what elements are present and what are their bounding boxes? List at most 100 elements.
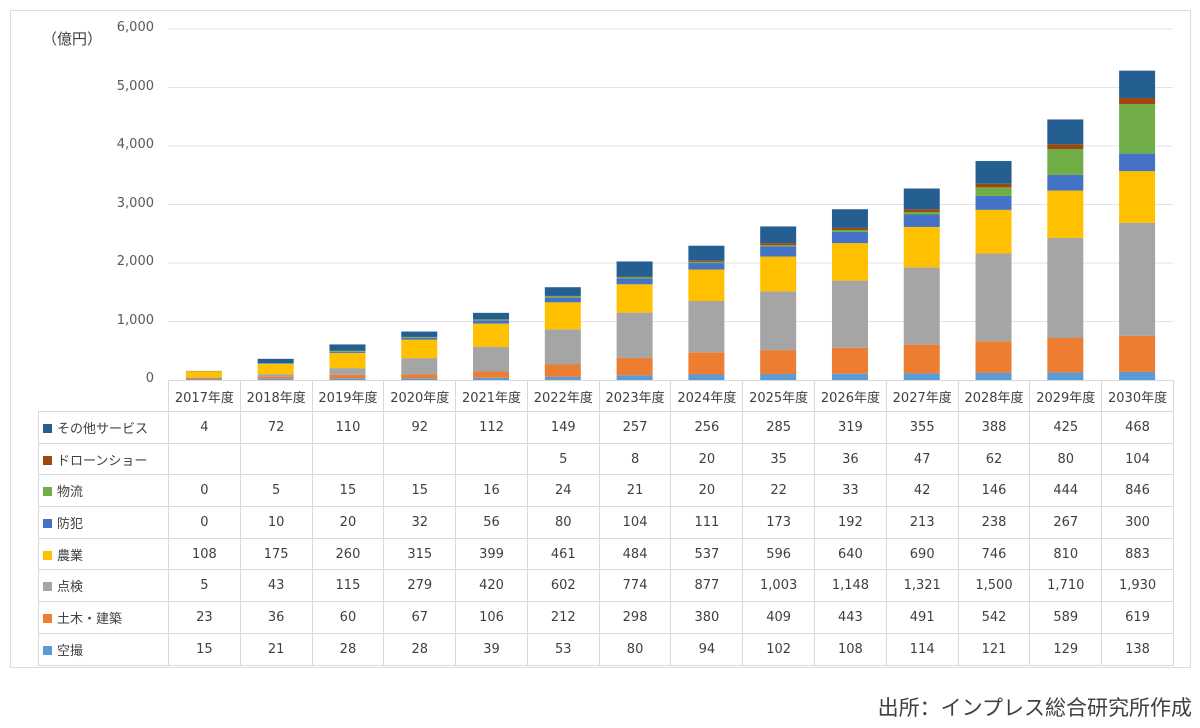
data-label: 596	[742, 537, 816, 571]
data-label: 425	[1029, 411, 1103, 444]
data-label: 43	[239, 569, 313, 603]
bar-segment	[831, 231, 868, 244]
data-label: 80	[1029, 442, 1103, 476]
data-label	[455, 442, 528, 476]
data-label	[311, 442, 385, 476]
data-label: 175	[239, 537, 313, 571]
bar-segment	[688, 374, 725, 380]
data-label: 60	[311, 601, 385, 634]
data-label: 28	[383, 632, 457, 666]
data-label: 461	[526, 537, 600, 571]
data-label: 21	[239, 632, 313, 666]
data-label	[168, 442, 241, 476]
legend-label: その他サービス	[57, 421, 149, 437]
bar-segment	[1047, 174, 1084, 191]
bar-segment	[616, 357, 653, 376]
bar-segment	[329, 344, 366, 351]
bar-segment	[1047, 337, 1084, 373]
bar-segment	[688, 352, 725, 375]
bar-segment	[329, 352, 366, 369]
data-label: 746	[957, 537, 1031, 571]
legend-swatch	[43, 613, 52, 623]
legend-swatch	[43, 423, 52, 433]
legend-entry: 空撮	[38, 632, 169, 666]
data-table: 2017年度 2018年度 2019年度 2020年度 2021年度 2022年度 2023…	[38, 380, 1174, 666]
data-label: 36	[814, 442, 887, 476]
data-label: 192	[814, 506, 887, 539]
bar-segment	[257, 376, 294, 379]
data-label: 542	[957, 601, 1031, 634]
legend-entry: 物流	[38, 474, 169, 508]
bar-segment	[760, 226, 797, 244]
data-label: 260	[311, 537, 385, 571]
legend-label: 土木・建築	[57, 611, 123, 627]
bar-segment	[544, 302, 581, 330]
data-label: 104	[598, 506, 672, 539]
table-row: 土木・建築 23 36 60 67 106 212 298 380 409 443 491 542 589…	[38, 601, 1174, 634]
y-tick-label: 4,000	[116, 137, 154, 152]
bar-segment	[1047, 119, 1084, 145]
legend-entry: ドローンショー	[38, 442, 169, 476]
data-label: 468	[1101, 411, 1174, 444]
legend-swatch	[43, 487, 52, 497]
data-label: 213	[885, 506, 959, 539]
bar-segment	[831, 243, 868, 281]
bar-segment	[975, 209, 1012, 254]
bar-segment	[544, 329, 581, 365]
data-label: 619	[1101, 601, 1174, 634]
data-label: 47	[885, 442, 959, 476]
data-label: 32	[383, 506, 457, 539]
data-label: 15	[383, 474, 457, 508]
bar-segment	[1119, 153, 1156, 172]
category-label: 2029年度	[1029, 380, 1103, 412]
data-label: 1,930	[1101, 569, 1174, 603]
bar-segment	[257, 378, 294, 380]
bar-segment	[903, 267, 940, 345]
data-label: 173	[742, 506, 816, 539]
legend-label: 空撮	[57, 643, 84, 659]
data-label: 15	[168, 632, 241, 666]
bar-segment	[903, 212, 940, 215]
bar-segment	[1047, 148, 1084, 175]
bar-segment	[544, 296, 581, 298]
data-label: 399	[455, 537, 528, 571]
bar-segment	[760, 245, 797, 247]
bar-segment	[1119, 371, 1156, 380]
bar-segment	[616, 261, 653, 277]
data-label: 111	[670, 506, 744, 539]
data-label: 106	[455, 601, 528, 634]
legend-label: 点検	[57, 580, 84, 596]
bar-segment	[903, 373, 940, 380]
bar-segment	[473, 320, 510, 324]
bar-segment	[185, 377, 222, 380]
bar-segment	[616, 278, 653, 285]
data-label: 238	[957, 506, 1031, 539]
bars	[185, 70, 1156, 380]
data-label: 257	[598, 411, 672, 444]
bar-segment	[544, 376, 581, 380]
bar-segment	[760, 243, 797, 246]
bar-segment	[401, 337, 438, 340]
bar-segment	[975, 253, 1012, 342]
legend-swatch	[43, 550, 52, 560]
bar-segment	[329, 351, 366, 353]
table-row: ドローンショー 5 8 20 35 36 47 62 80 104	[38, 442, 1174, 476]
legend-entry: その他サービス	[38, 411, 169, 444]
bar-segment	[616, 375, 653, 380]
table-row: 点検 5 43 115 279 420 602 774 877 1,003 1,148 1,321 1,…	[38, 569, 1174, 603]
data-label: 491	[885, 601, 959, 634]
bar-segment	[185, 379, 222, 380]
data-label: 115	[311, 569, 385, 603]
data-label: 5	[239, 474, 313, 508]
data-label: 300	[1101, 506, 1174, 539]
bar-segment	[401, 331, 438, 337]
bar-segment	[760, 246, 797, 257]
bar-segment	[1119, 98, 1156, 105]
y-tick-label: 0	[145, 371, 154, 386]
legend-label: 農業	[57, 548, 84, 564]
bar-segment	[544, 297, 581, 303]
legend-label: 物流	[57, 485, 84, 501]
data-label: 102	[742, 632, 816, 666]
bar-segment	[1119, 222, 1156, 336]
bar-segment	[760, 350, 797, 375]
